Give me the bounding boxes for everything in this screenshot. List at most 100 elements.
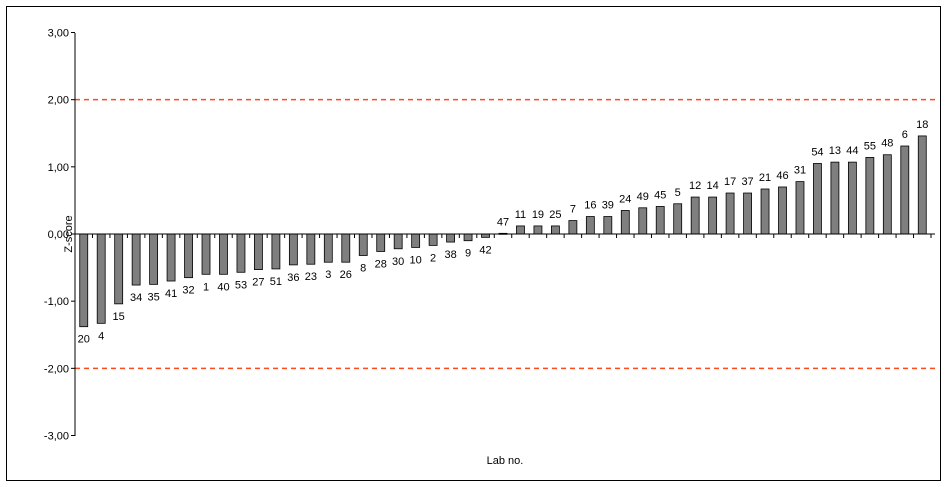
bar-label: 10 xyxy=(410,254,422,266)
bar-lab-6 xyxy=(900,145,910,235)
bar-lab-20 xyxy=(79,233,89,328)
bar-label: 36 xyxy=(287,272,299,284)
bar-lab-48 xyxy=(882,154,892,235)
bar-label: 6 xyxy=(902,129,908,141)
bar-lab-11 xyxy=(516,225,525,235)
bar-lab-36 xyxy=(288,233,298,266)
y-tick-label: 1,00 xyxy=(48,162,69,174)
bar-lab-34 xyxy=(131,233,141,286)
bar-label: 9 xyxy=(465,248,471,260)
y-tick-label: 2,00 xyxy=(48,95,69,107)
x-axis-title: Lab no. xyxy=(487,455,524,467)
bar-label: 14 xyxy=(707,180,719,192)
bar-label: 23 xyxy=(305,271,317,283)
bar-lab-13 xyxy=(830,161,840,235)
bar-label: 38 xyxy=(444,249,456,261)
y-tick-label: -2,00 xyxy=(44,363,69,375)
bar-label: 41 xyxy=(165,288,177,300)
bar-lab-37 xyxy=(743,192,752,235)
bar-lab-42 xyxy=(481,233,490,238)
bar-lab-25 xyxy=(551,225,560,235)
bar-lab-17 xyxy=(725,192,735,235)
bar-label: 16 xyxy=(584,200,596,212)
bar-label: 42 xyxy=(479,244,491,256)
bar-lab-2 xyxy=(428,233,438,246)
bar-lab-1 xyxy=(201,233,211,275)
bar-label: 15 xyxy=(113,311,125,323)
bar-lab-7 xyxy=(568,220,578,235)
bar-label: 34 xyxy=(130,292,142,304)
bar-lab-35 xyxy=(149,233,159,285)
bar-lab-45 xyxy=(655,206,665,235)
bar-label: 18 xyxy=(916,119,928,131)
bar-lab-49 xyxy=(638,207,648,235)
bar-lab-12 xyxy=(690,196,700,235)
bar-lab-5 xyxy=(673,203,683,235)
bar-lab-10 xyxy=(411,233,421,248)
bar-label: 5 xyxy=(675,187,681,199)
bar-lab-38 xyxy=(446,233,455,243)
bar-label: 24 xyxy=(619,193,631,205)
bar-label: 17 xyxy=(724,176,736,188)
bar-lab-3 xyxy=(323,233,333,263)
bar-label: 13 xyxy=(829,145,841,157)
bar-label: 51 xyxy=(270,276,282,288)
bar-label: 48 xyxy=(881,138,893,150)
bar-lab-44 xyxy=(847,161,857,235)
bar-lab-26 xyxy=(341,233,351,263)
bar-label: 53 xyxy=(235,279,247,291)
bar-label: 47 xyxy=(497,216,509,228)
bar-label: 12 xyxy=(689,180,701,192)
y-tick-label: -1,00 xyxy=(44,296,69,308)
bar-lab-16 xyxy=(585,216,595,235)
bar-lab-41 xyxy=(166,233,176,282)
bar-lab-4 xyxy=(96,233,106,324)
bar-label: 37 xyxy=(741,176,753,188)
bar-lab-39 xyxy=(603,216,613,235)
bar-label: 44 xyxy=(846,145,858,157)
bar-label: 49 xyxy=(637,191,649,203)
bar-label: 7 xyxy=(570,204,576,216)
bar-label: 55 xyxy=(864,140,876,152)
bar-label: 28 xyxy=(375,258,387,270)
bar-label: 4 xyxy=(98,330,104,342)
y-tick-label: 3,00 xyxy=(48,28,69,40)
chart-frame xyxy=(6,6,941,481)
bar-lab-21 xyxy=(760,188,770,235)
bar-label: 32 xyxy=(182,285,194,297)
axes xyxy=(74,33,935,436)
bar-lab-24 xyxy=(620,210,630,235)
bar-lab-28 xyxy=(376,233,386,252)
bar-label: 25 xyxy=(549,209,561,221)
y-axis-title: Z-score xyxy=(63,215,75,252)
bar-lab-32 xyxy=(184,233,193,279)
bar-label: 1 xyxy=(203,281,209,293)
bar-label: 2 xyxy=(430,252,436,264)
bar-lab-14 xyxy=(708,196,718,235)
bar-lab-27 xyxy=(254,233,263,270)
bar-lab-9 xyxy=(463,233,473,242)
bar-lab-23 xyxy=(306,233,316,265)
bar-lab-30 xyxy=(393,233,403,250)
bar-label: 45 xyxy=(654,189,666,201)
bar-label: 27 xyxy=(252,277,264,289)
bar-label: 11 xyxy=(515,209,526,221)
y-tick-label: 0,00 xyxy=(48,229,69,241)
bar-label: 30 xyxy=(392,256,404,268)
bar-label: 40 xyxy=(217,281,229,293)
bar-lab-15 xyxy=(114,233,124,305)
bar-lab-19 xyxy=(533,225,543,235)
bar-lab-31 xyxy=(795,181,805,235)
bar-label: 8 xyxy=(360,262,366,274)
bar-label: 35 xyxy=(147,291,159,303)
bar-label: 21 xyxy=(759,172,771,184)
bar-label: 3 xyxy=(325,269,331,281)
bar-lab-18 xyxy=(917,135,927,235)
x-ticks xyxy=(74,234,932,238)
bar-lab-55 xyxy=(865,157,875,235)
bar-label: 19 xyxy=(532,209,544,221)
bar-label: 20 xyxy=(78,334,90,346)
bar-lab-46 xyxy=(778,186,787,235)
